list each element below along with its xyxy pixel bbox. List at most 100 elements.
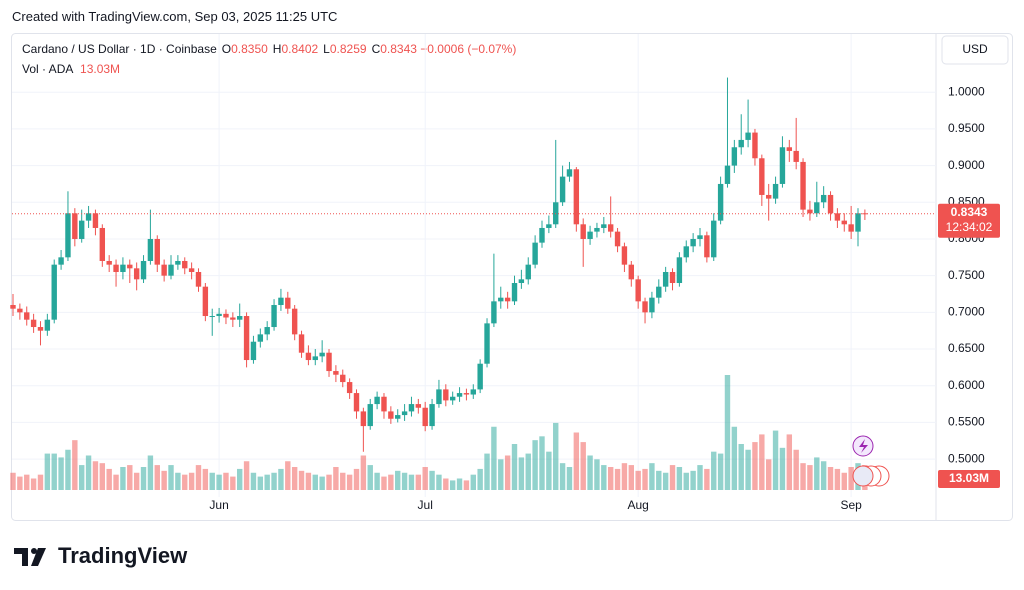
volume-bar bbox=[106, 468, 112, 490]
candle-body bbox=[573, 169, 580, 225]
volume-bar bbox=[539, 436, 545, 490]
volume-bar bbox=[367, 465, 373, 490]
ohlc-key: C bbox=[371, 42, 381, 56]
volume-bar bbox=[759, 434, 765, 490]
candle-body bbox=[243, 316, 250, 361]
x-tick-label: Aug bbox=[627, 498, 648, 512]
currency: USD bbox=[962, 42, 988, 56]
x-tick-label: Jun bbox=[209, 498, 228, 512]
volume-bar bbox=[237, 468, 243, 490]
candle-body bbox=[188, 268, 195, 272]
candle-body bbox=[51, 264, 57, 320]
candle-body bbox=[484, 323, 490, 364]
volume-bar bbox=[24, 474, 30, 490]
volume-bar bbox=[834, 468, 841, 490]
candle-body bbox=[168, 264, 174, 276]
volume-bar bbox=[628, 465, 634, 490]
last-price-label: 0.8343 bbox=[951, 205, 988, 219]
candle-body bbox=[587, 231, 593, 239]
logo-mark bbox=[31, 548, 37, 554]
volume-bar bbox=[532, 440, 538, 490]
x-tick-label: Jul bbox=[418, 498, 433, 512]
candle-body bbox=[793, 150, 799, 162]
candle-body bbox=[422, 407, 428, 427]
volume-bar bbox=[44, 453, 51, 490]
candle-body bbox=[106, 260, 112, 265]
volume-bar bbox=[621, 463, 628, 490]
volume-bar bbox=[772, 430, 779, 490]
candle-body bbox=[690, 238, 696, 247]
volume-bar bbox=[848, 467, 854, 490]
candle-body bbox=[855, 213, 861, 232]
volume-bar bbox=[566, 467, 573, 490]
y-tick-label: 0.9000 bbox=[948, 158, 985, 172]
volume-bar bbox=[319, 476, 325, 490]
candle-body bbox=[649, 297, 655, 313]
volume-bar bbox=[360, 455, 367, 490]
candle-body bbox=[72, 213, 78, 239]
volume-bar bbox=[305, 472, 312, 490]
candle-body bbox=[477, 363, 483, 390]
candle-body bbox=[820, 194, 827, 203]
candle-body bbox=[814, 202, 820, 214]
volume-bar bbox=[161, 470, 167, 490]
volume-bar bbox=[484, 453, 490, 490]
volume-bar bbox=[498, 459, 504, 490]
candle-body bbox=[333, 371, 339, 375]
candle-body bbox=[827, 194, 834, 214]
volume-bar bbox=[443, 478, 449, 490]
volume-bar bbox=[175, 472, 181, 490]
candle-body bbox=[711, 220, 717, 258]
volume-bar bbox=[195, 465, 202, 490]
icon bbox=[859, 439, 868, 453]
volume-bar bbox=[353, 468, 360, 490]
candle-body bbox=[738, 139, 744, 148]
volume-bar bbox=[395, 470, 401, 490]
candle-body bbox=[745, 132, 751, 140]
volume-bar bbox=[449, 480, 456, 490]
candle-body bbox=[580, 224, 586, 239]
candle-body bbox=[614, 231, 621, 247]
volume-bar bbox=[408, 474, 415, 490]
candle-body bbox=[683, 246, 689, 258]
candle-body bbox=[848, 224, 854, 232]
volume-bar bbox=[422, 467, 428, 490]
candle-body bbox=[147, 238, 154, 261]
volume-bar bbox=[841, 472, 847, 490]
candle-body bbox=[65, 213, 71, 258]
ohlc-value: 0.8350 bbox=[231, 42, 268, 56]
event-icons bbox=[852, 435, 890, 487]
volume-bar bbox=[333, 467, 339, 490]
volume-bar bbox=[133, 472, 140, 490]
volume-bar bbox=[477, 468, 483, 490]
volume-bar bbox=[793, 449, 799, 490]
volume-bar bbox=[243, 461, 250, 490]
candle-body bbox=[456, 393, 463, 397]
last-price-box bbox=[938, 203, 1000, 238]
countdown: 12:34:02 bbox=[946, 220, 993, 234]
volume-bar bbox=[649, 463, 655, 490]
volume-bar bbox=[17, 476, 23, 490]
candle-body bbox=[559, 176, 566, 203]
candle-body bbox=[367, 404, 373, 427]
candle-body bbox=[58, 257, 64, 265]
volume-bar bbox=[326, 474, 332, 490]
y-tick-label: 0.7500 bbox=[948, 268, 985, 282]
symbol: Cardano / US Dollar · 1D · Coinbase bbox=[22, 42, 217, 56]
watermark: Created with TradingView.com, Sep 03, 20… bbox=[12, 9, 338, 24]
candle-body bbox=[566, 169, 573, 177]
candle-body bbox=[133, 268, 140, 280]
volume-bar bbox=[436, 474, 442, 490]
volume-bar bbox=[154, 465, 160, 490]
volume-bar bbox=[120, 467, 126, 490]
currency-button[interactable] bbox=[941, 35, 1009, 65]
volume-bar bbox=[745, 449, 751, 490]
volume-bar bbox=[525, 453, 531, 490]
volume-bar bbox=[546, 451, 552, 490]
candle-body bbox=[271, 305, 277, 328]
candle-body bbox=[532, 242, 538, 265]
volume-bar bbox=[779, 447, 786, 490]
candle-body bbox=[621, 246, 628, 265]
candle-body bbox=[24, 312, 30, 320]
logo-mark bbox=[14, 548, 28, 566]
